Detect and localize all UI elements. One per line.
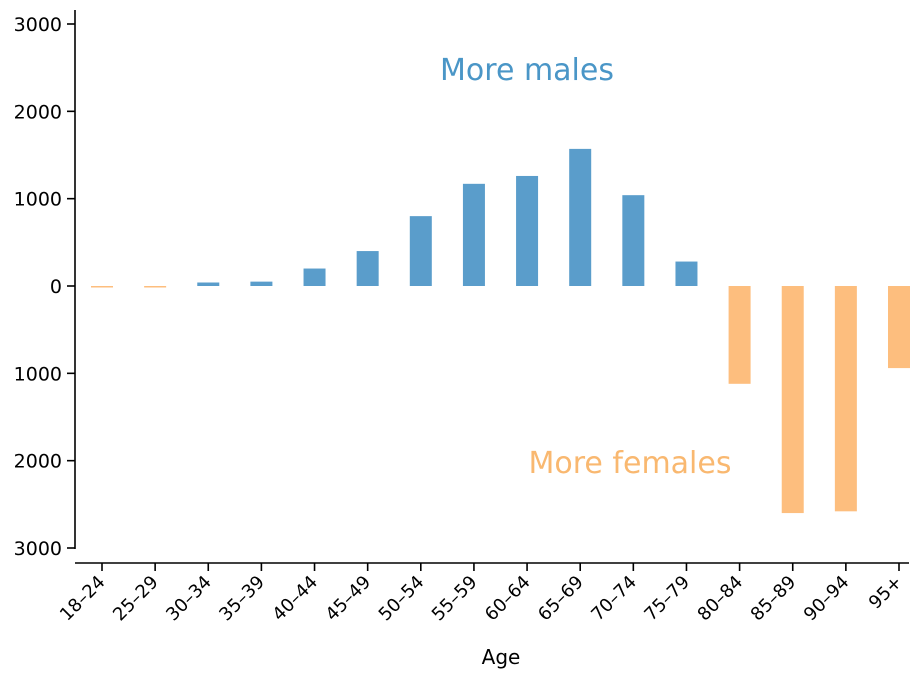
bar-15 [834,286,857,512]
y-tick-label: 2000 [14,451,62,473]
x-tick-label: 85–89 [747,572,801,626]
x-tick-label: 95+ [865,572,907,614]
y-tick-label: 0 [50,276,62,298]
bar-8 [462,183,485,286]
bar-6 [356,251,379,286]
bar-14 [781,286,804,514]
x-tick-label: 80–84 [694,572,748,626]
x-tick-label: 50–54 [375,572,429,626]
x-tick-label: 75–79 [640,572,694,626]
y-tick-label: 1000 [14,363,62,385]
bar-4 [250,281,273,286]
bar-3 [197,282,220,286]
x-tick-label: 30–34 [162,572,216,626]
x-tick-label: 40–44 [268,572,322,626]
annotation-more-females: More females [529,446,732,481]
bar-11 [622,195,645,286]
x-tick-label: 65–69 [534,572,588,626]
y-tick-label: 3000 [14,538,62,560]
x-tick-label: 90–94 [800,572,854,626]
x-tick-label: 25–29 [109,572,163,626]
bar-16 [888,286,910,369]
x-tick-label: 55–59 [428,572,482,626]
axes: 3000 2000 1000 0 1000 2000 3000 18–24 25–29 30–34… [14,10,909,625]
y-tick-label: 2000 [14,101,62,123]
bar-13 [728,286,751,384]
bar-9 [516,175,539,286]
bar-12 [675,261,698,286]
x-tick-label: 60–64 [481,572,535,626]
bar-1 [91,286,113,288]
labels: Age More males More females [440,53,731,669]
x-tick-label: 70–74 [587,572,641,626]
x-tick-label: 18–24 [56,572,110,626]
annotation-more-males: More males [440,53,614,88]
bar-2 [144,286,167,288]
x-tick-label: 45–49 [322,572,376,626]
y-tick-label: 3000 [14,14,62,36]
x-axis-title: Age [482,645,521,669]
y-tick-label: 1000 [14,189,62,211]
x-tick-label: 35–39 [215,572,269,626]
bar-7 [409,216,432,286]
bar-10 [569,148,592,286]
bar-5 [303,268,326,286]
bars [91,148,910,514]
